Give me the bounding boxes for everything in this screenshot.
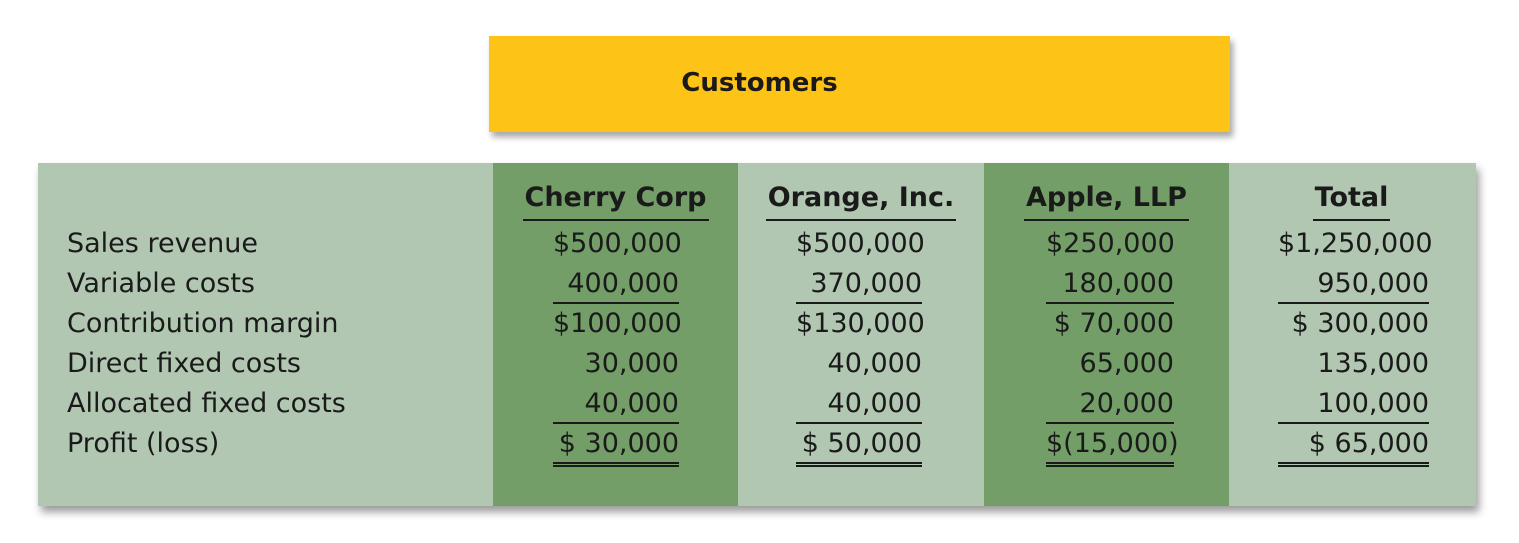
table-cell: 370,000 bbox=[796, 266, 922, 304]
table-cell: 100,000 bbox=[1278, 386, 1429, 424]
table-cell: 40,000 bbox=[796, 386, 922, 424]
table-cell: $250,000 bbox=[1046, 228, 1175, 259]
row-label-sales-revenue: Sales revenue bbox=[67, 228, 258, 259]
row-label-allocated-fixed-costs: Allocated fixed costs bbox=[67, 388, 346, 419]
table-cell: 40,000 bbox=[827, 348, 922, 379]
data-panel bbox=[38, 163, 1476, 506]
table-cell: $ 30,000 bbox=[553, 426, 679, 467]
table-cell: $(15,000) bbox=[1046, 426, 1179, 467]
table-cell: 40,000 bbox=[553, 386, 679, 424]
column-header-total: Total bbox=[1229, 178, 1474, 222]
table-cell: $ 70,000 bbox=[1053, 308, 1174, 339]
table-cell: $ 65,000 bbox=[1278, 426, 1429, 467]
banner-title: Customers bbox=[681, 68, 838, 98]
table-cell: $ 50,000 bbox=[796, 426, 922, 467]
row-label-contribution-margin: Contribution margin bbox=[67, 308, 339, 339]
column-header-apple: Apple, LLP bbox=[984, 178, 1229, 222]
table-cell: 950,000 bbox=[1278, 266, 1429, 304]
table-cell: $500,000 bbox=[796, 228, 925, 259]
row-label-profit-loss: Profit (loss) bbox=[67, 428, 220, 459]
table-cell: 180,000 bbox=[1046, 266, 1174, 304]
row-label-direct-fixed-costs: Direct fixed costs bbox=[67, 348, 301, 379]
table-cell: $100,000 bbox=[553, 308, 682, 339]
table-cell: $ 300,000 bbox=[1291, 308, 1429, 339]
column-header-orange: Orange, Inc. bbox=[738, 178, 984, 222]
table-cell: 20,000 bbox=[1046, 386, 1174, 424]
customers-banner bbox=[489, 36, 1230, 132]
row-label-variable-costs: Variable costs bbox=[67, 268, 255, 299]
table-cell: 135,000 bbox=[1317, 348, 1429, 379]
table-cell: $500,000 bbox=[553, 228, 682, 259]
table-cell: 400,000 bbox=[553, 266, 679, 304]
table-cell: 30,000 bbox=[584, 348, 679, 379]
table-cell: $1,250,000 bbox=[1278, 228, 1433, 259]
table-cell: 65,000 bbox=[1079, 348, 1174, 379]
column-header-cherry: Cherry Corp bbox=[493, 178, 738, 222]
table-cell: $130,000 bbox=[796, 308, 925, 339]
